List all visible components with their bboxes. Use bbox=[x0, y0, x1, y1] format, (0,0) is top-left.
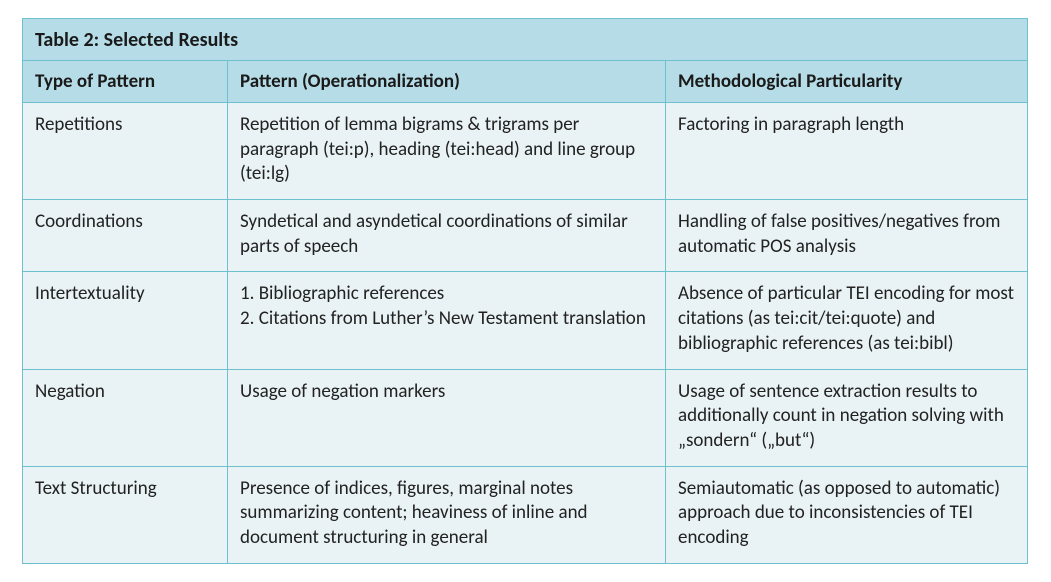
table-row: Repetitions Repetition of lemma bigrams … bbox=[23, 103, 1028, 200]
cell-method: Handling of false positives/negatives fr… bbox=[666, 200, 1028, 272]
table-container: Table 2: Selected Results Type of Patter… bbox=[0, 0, 1051, 582]
cell-pattern: Repetition of lemma bigrams & trigrams p… bbox=[228, 103, 666, 200]
col-header-type: Type of Pattern bbox=[23, 61, 228, 103]
cell-method: Factoring in paragraph length bbox=[666, 103, 1028, 200]
table-row: Negation Usage of negation markers Usage… bbox=[23, 369, 1028, 466]
col-header-method: Methodological Particularity bbox=[666, 61, 1028, 103]
col-header-pattern: Pattern (Operationalization) bbox=[228, 61, 666, 103]
table-row: Text Structuring Presence of indices, fi… bbox=[23, 466, 1028, 563]
cell-pattern: Presence of indices, figures, marginal n… bbox=[228, 466, 666, 563]
results-table: Table 2: Selected Results Type of Patter… bbox=[22, 18, 1028, 564]
cell-type: Coordinations bbox=[23, 200, 228, 272]
cell-type: Intertextuality bbox=[23, 272, 228, 369]
cell-method: Usage of sentence extraction results to … bbox=[666, 369, 1028, 466]
cell-pattern: 1. Bibliographic references2. Citations … bbox=[228, 272, 666, 369]
table-header-row: Type of Pattern Pattern (Operationalizat… bbox=[23, 61, 1028, 103]
table-caption: Table 2: Selected Results bbox=[22, 18, 1028, 60]
cell-type: Negation bbox=[23, 369, 228, 466]
cell-type: Text Structuring bbox=[23, 466, 228, 563]
cell-type: Repetitions bbox=[23, 103, 228, 200]
cell-pattern: Usage of negation markers bbox=[228, 369, 666, 466]
cell-method: Absence of particular TEI encoding for m… bbox=[666, 272, 1028, 369]
table-row: Intertextuality 1. Bibliographic referen… bbox=[23, 272, 1028, 369]
cell-pattern: Syndetical and asyndetical coordinations… bbox=[228, 200, 666, 272]
cell-method: Semiautomatic (as opposed to automatic) … bbox=[666, 466, 1028, 563]
table-row: Coordinations Syndetical and asyndetical… bbox=[23, 200, 1028, 272]
